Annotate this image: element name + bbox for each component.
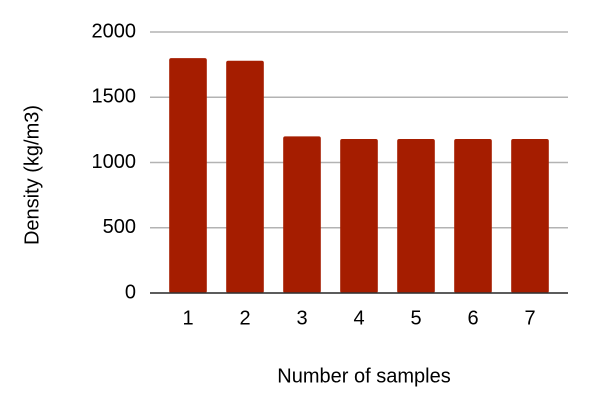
y-tick-label: 1500: [92, 86, 137, 108]
bar: [283, 136, 321, 293]
x-tick-label: 3: [296, 307, 307, 329]
bar: [511, 139, 549, 293]
y-tick-label: 1000: [92, 151, 137, 173]
bar: [169, 58, 207, 293]
x-tick-label: 6: [467, 307, 478, 329]
bar: [340, 139, 378, 293]
bar: [454, 139, 492, 293]
y-tick-label: 0: [125, 281, 136, 303]
bar: [226, 60, 264, 294]
x-tick-label: 5: [410, 307, 421, 329]
x-tick-label: 2: [239, 307, 250, 329]
y-tick-label: 2000: [92, 20, 137, 42]
y-tick-label: 500: [103, 216, 136, 238]
x-tick-label: 1: [182, 307, 193, 329]
bar: [397, 139, 435, 293]
x-axis-label: Number of samples: [277, 365, 450, 387]
y-axis-label: Density (kg/m3): [21, 105, 43, 245]
x-tick-label: 7: [524, 307, 535, 329]
x-tick-label: 4: [353, 307, 364, 329]
